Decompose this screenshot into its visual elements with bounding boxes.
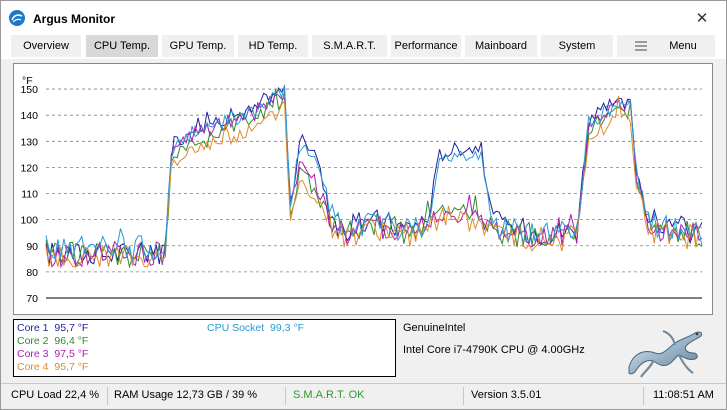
series-line-core-1	[45, 84, 703, 265]
legend-value: 95,7 °F	[54, 322, 89, 334]
tab-overview[interactable]: Overview	[11, 35, 81, 57]
legend-core-1: Core 1 95,7 °F	[17, 322, 88, 334]
legend-core-4: Core 4 95,7 °F	[17, 361, 88, 373]
title-bar[interactable]: Argus Monitor ✕	[1, 1, 726, 35]
close-button[interactable]: ✕	[690, 7, 714, 29]
series-line-core-4	[45, 95, 703, 268]
argus-app-icon	[9, 10, 25, 26]
status-ram-usage: RAM Usage 12,73 GB / 39 %	[114, 389, 258, 401]
tab-label: S.M.A.R.T.	[323, 40, 376, 52]
tab-label: GPU Temp.	[169, 40, 227, 52]
y-tick-label: 80	[26, 267, 38, 279]
y-tick-label: 130	[20, 136, 38, 148]
tab-label: HD Temp.	[248, 40, 298, 52]
cpu-temperature-chart: 70 80 90 100 110 120 130 140 150 °F	[13, 63, 713, 315]
legend-value: 97,5 °F	[54, 348, 89, 360]
y-tick-label: 90	[26, 241, 38, 253]
legend-label: Core 3	[17, 348, 49, 360]
legend-core-2: Core 2 96,4 °F	[17, 335, 88, 347]
y-tick-label: 110	[21, 189, 38, 201]
status-time: 11:08:51 AM	[653, 389, 714, 401]
status-cpu-load: CPU Load 22,4 %	[11, 389, 100, 401]
legend-label: CPU Socket	[207, 322, 265, 334]
status-version: Version 3.5.01	[471, 389, 542, 401]
y-tick-label: 120	[20, 162, 38, 174]
tab-label: CPU Temp.	[93, 40, 151, 52]
status-smart: S.M.A.R.T. OK	[293, 389, 365, 401]
status-separator	[463, 387, 464, 405]
cpu-model: Intel Core i7-4790K CPU @ 4.00GHz	[403, 344, 585, 356]
temperature-legend: Core 1 95,7 °F Core 2 96,4 °F Core 3 97,…	[13, 319, 396, 377]
legend-cpu-socket: CPU Socket 99,3 °F	[207, 322, 304, 334]
close-icon: ✕	[695, 10, 709, 27]
tab-performance[interactable]: Performance	[391, 35, 461, 57]
legend-value: 96,4 °F	[54, 335, 89, 347]
tab-bar: Overview CPU Temp. GPU Temp. HD Temp. S.…	[1, 35, 726, 59]
status-separator	[285, 387, 286, 405]
status-bar: CPU Load 22,4 % RAM Usage 12,73 GB / 39 …	[1, 383, 726, 409]
tab-label: Overview	[23, 40, 69, 52]
legend-value: 95,7 °F	[54, 361, 89, 373]
tab-mainboard[interactable]: Mainboard	[465, 35, 537, 57]
series-line-core-3	[45, 92, 703, 269]
window-title: Argus Monitor	[33, 12, 115, 26]
legend-label: Core 2	[17, 335, 49, 347]
y-unit-label: °F	[22, 75, 33, 87]
tab-smart[interactable]: S.M.A.R.T.	[312, 35, 387, 57]
y-tick-label: 140	[20, 110, 38, 122]
tab-gpu-temp[interactable]: GPU Temp.	[162, 35, 234, 57]
tab-label: System	[558, 40, 596, 52]
cpu-info-panel: GenuineIntel Intel Core i7-4790K CPU @ 4…	[403, 321, 585, 363]
status-separator	[107, 387, 108, 405]
series-line-cpu-socket	[45, 85, 703, 262]
legend-label: Core 4	[17, 361, 49, 373]
y-tick-label: 70	[26, 293, 38, 305]
hamburger-icon	[635, 41, 648, 51]
tab-system[interactable]: System	[541, 35, 613, 57]
status-separator	[643, 387, 644, 405]
tab-label: Mainboard	[475, 40, 527, 52]
tab-label: Performance	[394, 40, 458, 52]
tab-cpu-temp[interactable]: CPU Temp.	[86, 35, 158, 57]
cpu-vendor: GenuineIntel	[403, 322, 466, 334]
y-tick-label: 100	[20, 215, 38, 227]
tab-label: Menu	[669, 40, 697, 52]
argus-lizard-logo	[623, 323, 707, 381]
chart-svg: 70 80 90 100 110 120 130 140 150°F	[20, 75, 703, 305]
legend-core-3: Core 3 97,5 °F	[17, 348, 88, 360]
tab-menu[interactable]: Menu	[617, 35, 715, 57]
legend-label: Core 1	[17, 322, 49, 334]
tab-hd-temp[interactable]: HD Temp.	[238, 35, 308, 57]
y-tick-label: 150	[20, 84, 38, 96]
legend-value: 99,3 °F	[270, 322, 304, 334]
